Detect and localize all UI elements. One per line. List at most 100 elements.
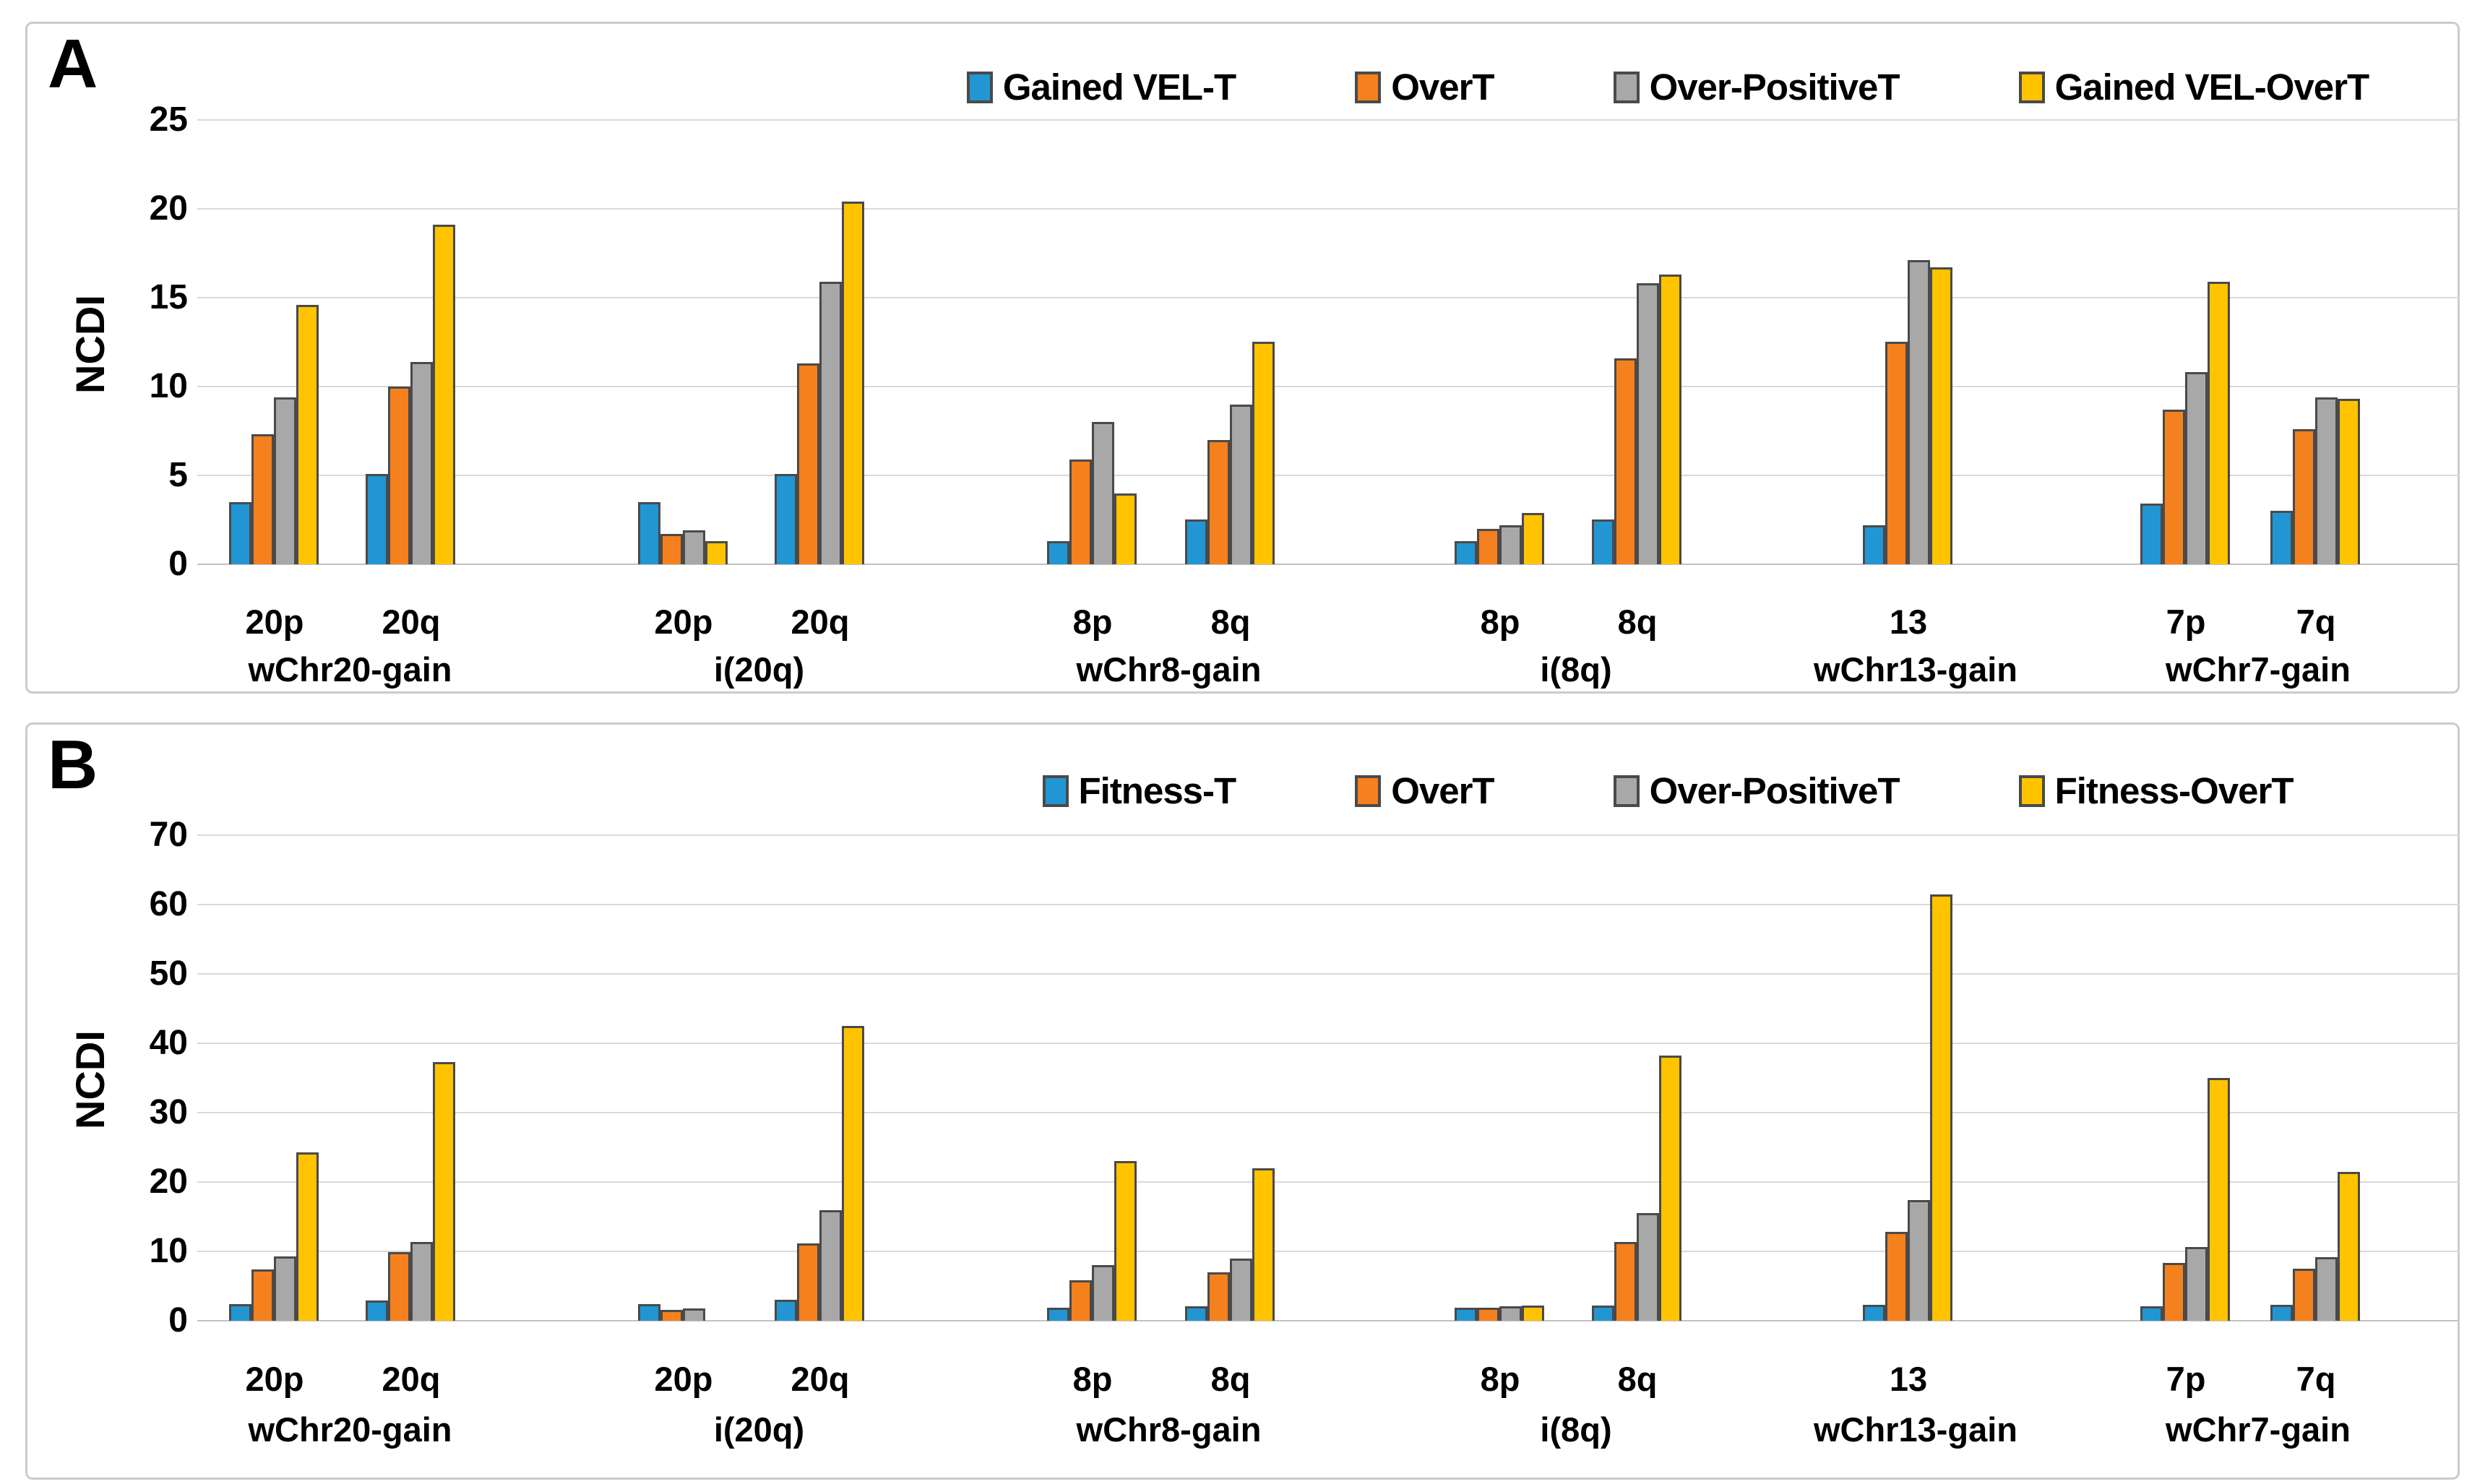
category-label: 20q bbox=[791, 603, 850, 641]
legend-swatch-icon bbox=[1355, 71, 1382, 103]
legend-swatch-icon bbox=[1613, 775, 1640, 807]
bar-over-positivet bbox=[2185, 1247, 2208, 1321]
bar-gained-vel-t bbox=[775, 474, 797, 564]
category-label: 20q bbox=[791, 1360, 850, 1398]
bar-overt bbox=[1069, 1280, 1092, 1321]
bar-overt bbox=[251, 1269, 274, 1321]
bar-gained-vel-overt bbox=[1522, 513, 1544, 564]
y-tick-label: 10 bbox=[149, 367, 188, 405]
bar-cluster bbox=[2270, 120, 2362, 564]
bar-gained-vel-overt bbox=[842, 202, 864, 564]
bar-gained-vel-overt bbox=[1252, 342, 1275, 564]
category-label: 20q bbox=[382, 1360, 441, 1398]
y-tick-label: 0 bbox=[168, 1301, 188, 1340]
legend: Gained VEL-T OverT Over-PositiveT Gained VE… bbox=[905, 66, 2430, 108]
legend-label: Gained VEL-OverT bbox=[2054, 66, 2370, 108]
group-label: i(20q) bbox=[713, 1410, 805, 1449]
bar-gained-vel-t bbox=[229, 502, 251, 564]
bar-over-positivet bbox=[1230, 405, 1252, 564]
gridline bbox=[197, 904, 2459, 905]
gridline bbox=[197, 1043, 2459, 1044]
legend-label: Over-PositiveT bbox=[1649, 770, 1900, 811]
bar-gained-vel-t bbox=[2140, 504, 2163, 564]
legend-swatch-icon bbox=[2018, 775, 2045, 807]
bar-cluster bbox=[638, 120, 730, 564]
legend-swatch-icon bbox=[966, 71, 993, 103]
bar-overt bbox=[1885, 342, 1908, 564]
legend-label: Fitness-OverT bbox=[2054, 770, 2294, 811]
legend-item: Over-PositiveT bbox=[1613, 769, 1900, 812]
bar-fitness-t bbox=[1047, 1308, 1069, 1321]
group-label: wChr8-gain bbox=[1076, 1410, 1262, 1449]
bar-gained-vel-t bbox=[1863, 525, 1885, 564]
y-tick-label: 25 bbox=[149, 100, 188, 139]
gridline bbox=[197, 834, 2459, 836]
category-label: 7p bbox=[2166, 603, 2206, 641]
legend-item: Gained VEL-OverT bbox=[2018, 66, 2370, 108]
bar-over-positivet bbox=[1499, 525, 1522, 564]
bar-gained-vel-t bbox=[2270, 511, 2293, 564]
bar-fitness-t bbox=[1592, 1306, 1614, 1321]
bar-fitness-t bbox=[2140, 1306, 2163, 1321]
bar-fitness-overt bbox=[1114, 1161, 1137, 1321]
legend-item: Fitness-T bbox=[1042, 769, 1236, 812]
bar-fitness-overt bbox=[296, 1152, 319, 1321]
legend-item: Fitness-OverT bbox=[2018, 769, 2294, 812]
bar-fitness-t bbox=[366, 1300, 388, 1321]
bar-fitness-overt bbox=[2338, 1172, 2360, 1321]
bar-gained-vel-t bbox=[1455, 541, 1477, 564]
plot-area bbox=[197, 119, 2459, 565]
bar-cluster bbox=[366, 120, 457, 564]
group-label: i(20q) bbox=[713, 650, 805, 689]
bar-cluster bbox=[229, 120, 321, 564]
legend-swatch-icon bbox=[1613, 71, 1640, 103]
category-label: 20p bbox=[245, 1360, 304, 1398]
gridline bbox=[197, 119, 2459, 121]
bar-gained-vel-overt bbox=[1659, 275, 1681, 564]
legend-item: OverT bbox=[1355, 66, 1495, 108]
bar-overt bbox=[1477, 529, 1499, 564]
y-tick-label: 10 bbox=[149, 1232, 188, 1270]
bar-cluster bbox=[1185, 835, 1277, 1321]
legend-item: OverT bbox=[1355, 769, 1495, 812]
gridline bbox=[197, 475, 2459, 476]
bar-over-positivet bbox=[819, 1210, 842, 1321]
bar-cluster bbox=[638, 835, 730, 1321]
legend-swatch-icon bbox=[2018, 71, 2045, 103]
bar-over-positivet bbox=[410, 1242, 433, 1321]
y-tick-label: 5 bbox=[168, 456, 188, 494]
category-label: 8p bbox=[1480, 1360, 1520, 1398]
category-label: 7q bbox=[2296, 1360, 2336, 1398]
bar-gained-vel-t bbox=[1592, 519, 1614, 564]
bar-fitness-t bbox=[1185, 1306, 1207, 1321]
bar-gained-vel-t bbox=[366, 474, 388, 564]
bar-gained-vel-t bbox=[1185, 519, 1207, 564]
bar-over-positivet bbox=[410, 362, 433, 564]
bar-over-positivet bbox=[274, 1256, 296, 1321]
panel-A: A Gained VEL-T OverT Over-PositiveT Gained V… bbox=[25, 22, 2460, 694]
bar-overt bbox=[2163, 410, 2185, 564]
legend-label: OverT bbox=[1391, 770, 1494, 811]
legend-item: Gained VEL-T bbox=[966, 66, 1236, 108]
category-label: 8q bbox=[1617, 1360, 1658, 1398]
bar-fitness-overt bbox=[1522, 1306, 1544, 1321]
bar-fitness-t bbox=[638, 1304, 660, 1321]
y-tick-label: 60 bbox=[149, 885, 188, 923]
bar-cluster bbox=[775, 120, 866, 564]
bar-gained-vel-overt bbox=[2338, 399, 2360, 564]
bar-gained-vel-overt bbox=[1114, 493, 1137, 564]
bar-cluster bbox=[1047, 835, 1139, 1321]
bar-fitness-overt bbox=[1252, 1168, 1275, 1321]
bar-fitness-overt bbox=[433, 1062, 455, 1321]
bar-fitness-t bbox=[775, 1300, 797, 1321]
legend: Fitness-T OverT Over-PositiveT Fitness-Over… bbox=[905, 769, 2430, 812]
bar-over-positivet bbox=[1637, 1213, 1659, 1321]
y-tick-label: 20 bbox=[149, 1162, 188, 1201]
category-label: 8p bbox=[1072, 603, 1113, 641]
bar-fitness-overt bbox=[2208, 1078, 2230, 1321]
gridline bbox=[197, 208, 2459, 210]
bar-cluster bbox=[1592, 120, 1684, 564]
bar-overt bbox=[1069, 460, 1092, 564]
bar-overt bbox=[251, 434, 274, 564]
bar-overt bbox=[797, 1243, 819, 1321]
